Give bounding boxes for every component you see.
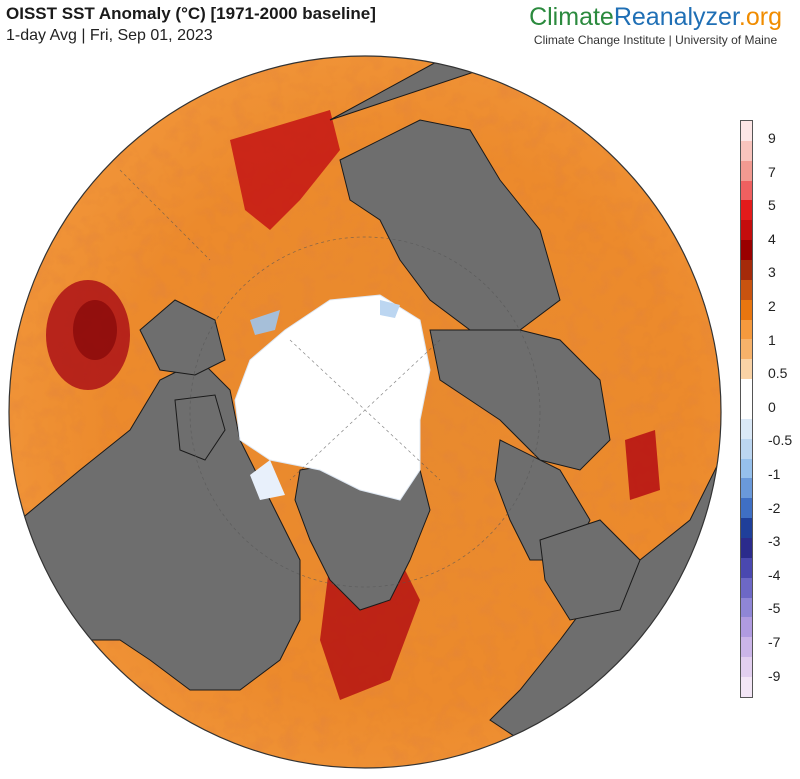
colorbar-swatch: [741, 518, 752, 539]
europe-land: [539, 519, 641, 621]
colorbar-tick-label: 4: [768, 230, 776, 247]
globe-outline: [8, 55, 722, 769]
cool-anomaly-patch-2: [380, 300, 400, 318]
colorbar-tick-label: 5: [768, 197, 776, 214]
colorbar-tick-label: 7: [768, 163, 776, 180]
cool-anomaly-patch: [250, 310, 280, 335]
colorbar-swatch: [741, 160, 752, 181]
caspian-hotspot: [625, 430, 660, 500]
colorbar-swatch: [741, 299, 752, 320]
colorbar-tick-label: 9: [768, 130, 776, 146]
colorbar-tick-label: -5: [768, 600, 781, 617]
colorbar-swatch: [741, 339, 752, 360]
colorbar-tick-label: -9: [768, 667, 781, 684]
colorbar-swatch: [741, 677, 752, 697]
brand-logo-climate: Climate: [529, 3, 614, 31]
land-masses: [19, 56, 721, 741]
colorbar-swatch: [741, 498, 752, 519]
colorbar-tick-label: -3: [768, 533, 781, 550]
canadian-archipelago-land: [174, 394, 226, 461]
colorbar-swatch: [741, 617, 752, 638]
sea-ice-fragment: [250, 460, 285, 500]
page-title: OISST SST Anomaly (°C) [1971-2000 baseli…: [6, 4, 376, 23]
colorbar-swatch: [741, 279, 752, 300]
okhotsk-hotspot: [230, 110, 340, 230]
colorbar-swatch: [741, 438, 752, 459]
colorbar-tick-label: 3: [768, 264, 776, 281]
colorbar-tick-label: 0: [768, 398, 776, 415]
colorbar-swatch: [741, 577, 752, 598]
colorbar-tick-label: -0.5: [768, 432, 793, 449]
colorbar-tick-label: 0.5: [768, 365, 788, 382]
colorbar-tick-label: -4: [768, 566, 781, 583]
colorbar-tick-label: -7: [768, 634, 781, 650]
brand-block: ClimateReanalyzer.org Climate Change Ins…: [529, 2, 782, 47]
colorbar-swatch: [741, 379, 752, 400]
colorbar-tick-label: -1: [768, 466, 781, 482]
colorbar-swatch: [741, 657, 752, 678]
colorbar-swatch: [741, 180, 752, 201]
colorbar-swatch: [741, 399, 752, 419]
colorbar-swatch: [741, 220, 752, 241]
colorbar-swatch: [741, 240, 752, 261]
colorbar-swatch: [741, 637, 752, 658]
graticule: [119, 169, 541, 588]
colorbar-swatch: [741, 121, 752, 141]
brand-logo-reanalyzer: Reanalyzer: [613, 3, 739, 31]
north-pacific-core: [73, 300, 117, 360]
colorbar-swatch: [741, 557, 752, 578]
north-america-land: [19, 359, 301, 691]
colorbar-swatch: [741, 319, 752, 340]
colorbar-swatch: [741, 418, 752, 439]
alaska-land: [139, 299, 226, 376]
brand-logo-org: .org: [738, 3, 782, 31]
colorbar-swatch: [741, 478, 752, 499]
colorbar-swatch: [741, 140, 752, 161]
colorbar-tick-label: -2: [768, 499, 781, 516]
colorbar-swatch: [741, 597, 752, 618]
colorbar-swatch: [741, 359, 752, 380]
colorbar-tick-label: 2: [768, 298, 776, 314]
colorbar-swatch: [741, 458, 752, 479]
colorbar-legend: [740, 120, 753, 698]
colorbar-swatch: [741, 260, 752, 280]
brand-tagline: Climate Change Institute | University of…: [533, 33, 778, 47]
colorbar-tick-label: 1: [768, 331, 776, 348]
date-subtitle: 1-day Avg | Fri, Sep 01, 2023: [6, 27, 213, 44]
brand-logo[interactable]: ClimateReanalyzer.org: [529, 2, 782, 32]
colorbar-swatch: [741, 538, 752, 558]
russia-west-land: [429, 329, 611, 471]
colorbar-swatch: [741, 200, 752, 221]
